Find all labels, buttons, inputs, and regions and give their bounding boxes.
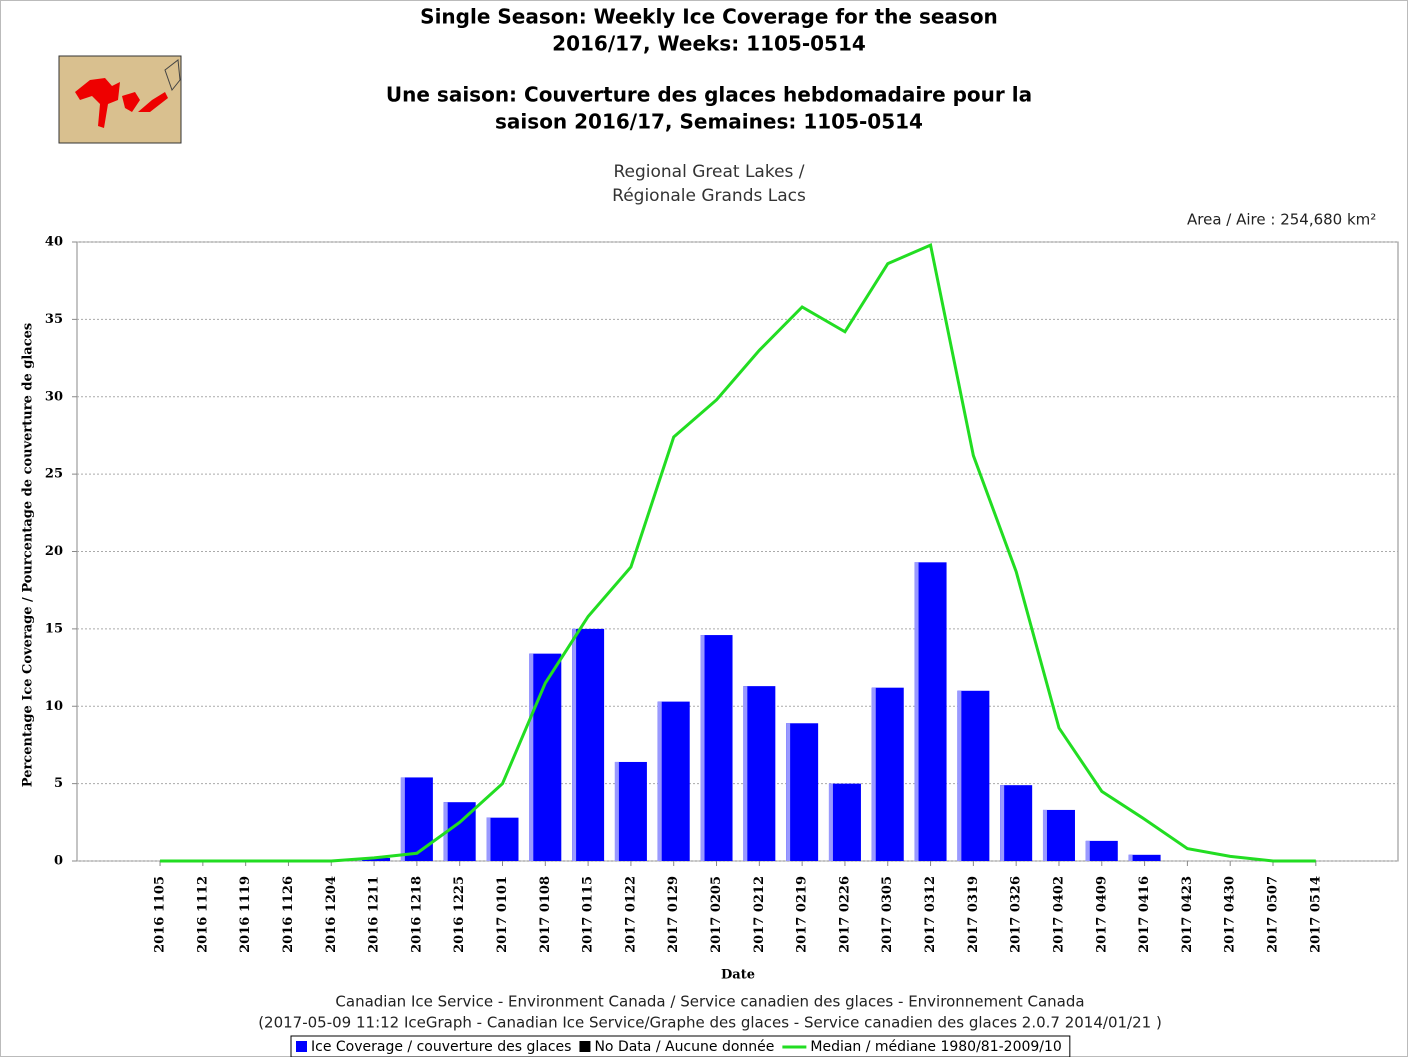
bar	[1085, 840, 1118, 861]
x-tick-label: 2017 0507	[1266, 876, 1281, 953]
x-tick-label: 2017 0305	[880, 876, 895, 953]
legend-box	[290, 1035, 1071, 1057]
x-tick-label: 2016 1126	[281, 876, 296, 953]
y-tick-label: 40	[45, 235, 63, 250]
bar	[914, 562, 947, 861]
chart-title: 2016/17, Weeks: 1105-0514	[552, 32, 866, 56]
x-tick-label: 2017 0430	[1223, 876, 1238, 953]
x-tick-label: 2017 0108	[538, 876, 553, 953]
bar	[614, 761, 647, 861]
bar-highlight	[1042, 809, 1047, 861]
x-tick-label: 2017 0319	[966, 876, 981, 953]
bar	[871, 687, 904, 861]
x-tick-label: 2017 0219	[795, 876, 810, 953]
y-tick-label: 35	[45, 312, 63, 327]
bar-highlight	[1128, 854, 1133, 861]
chart-title: Une saison: Couverture des glaces hebdom…	[386, 83, 1032, 107]
subtitle: Régionale Grands Lacs	[612, 186, 806, 206]
bar-highlight	[572, 628, 577, 861]
bar-highlight	[743, 686, 748, 861]
footer: (2017-05-09 11:12 IceGraph - Canadian Ic…	[258, 1014, 1162, 1032]
x-tick-label: 2017 0101	[495, 876, 510, 953]
bar	[486, 817, 519, 861]
x-axis-label: Date	[721, 968, 755, 983]
y-tick-label: 5	[54, 776, 63, 791]
y-tick-label: 25	[45, 467, 63, 482]
y-tick-label: 15	[45, 621, 63, 636]
x-tick-label: 2016 1211	[367, 876, 382, 953]
bar-highlight	[400, 777, 405, 861]
x-tick-label: 2017 0205	[709, 876, 724, 953]
x-tick-label: 2016 1112	[195, 876, 210, 953]
bar	[1000, 785, 1033, 861]
bar-highlight	[529, 653, 534, 861]
x-tick-label: 2017 0312	[923, 876, 938, 953]
bar	[743, 686, 776, 861]
footer: Canadian Ice Service - Environment Canad…	[335, 993, 1084, 1011]
x-tick-label: 2016 1225	[452, 876, 467, 953]
legend-label: No Data / Aucune donnée	[594, 1039, 774, 1055]
x-tick-label: 2017 0122	[623, 876, 638, 953]
bar	[700, 635, 733, 861]
bar	[828, 783, 861, 861]
chart-title: Single Season: Weekly Ice Coverage for t…	[420, 5, 998, 29]
legend-label: Ice Coverage / couverture des glaces	[311, 1039, 571, 1055]
x-tick-label: 2017 0423	[1180, 876, 1195, 953]
legend: Ice Coverage / couverture des glaces No D…	[290, 1035, 1071, 1057]
y-tick-label: 20	[45, 544, 63, 559]
bar	[358, 857, 391, 861]
x-tick-label: 2017 0409	[1094, 876, 1109, 953]
x-tick-label: 2016 1119	[238, 876, 253, 953]
bar-highlight	[828, 783, 833, 861]
bar-highlight	[486, 817, 491, 861]
bar	[1128, 854, 1161, 861]
legend-swatch	[579, 1041, 591, 1052]
bar-highlight	[957, 690, 962, 861]
bar-highlight	[1000, 785, 1005, 861]
x-tick-label: 2017 0326	[1009, 876, 1024, 953]
bar	[529, 653, 562, 861]
bar-highlight	[614, 761, 619, 861]
y-tick-label: 0	[54, 854, 63, 869]
chart-title: saison 2016/17, Semaines: 1105-0514	[495, 110, 923, 134]
bar-highlight	[786, 723, 791, 861]
x-tick-label: 2017 0129	[666, 876, 681, 953]
bar	[786, 723, 819, 861]
x-tick-label: 2016 1204	[324, 876, 339, 953]
bar	[572, 628, 605, 861]
bar-highlight	[914, 562, 919, 861]
logo	[58, 55, 182, 144]
line	[160, 242, 1316, 863]
bar-highlight	[700, 635, 705, 861]
bar-highlight	[1085, 840, 1090, 861]
x-tick-label: 2017 0212	[752, 876, 767, 953]
x-tick-label: 2016 1218	[409, 876, 424, 953]
x-tick-label: 2017 0402	[1051, 876, 1066, 953]
legend-label: Median / médiane 1980/81-2009/10	[810, 1039, 1061, 1055]
bar-highlight	[871, 687, 876, 861]
y-axis-label: Percentage Ice Coverage / Pourcentage de…	[21, 323, 36, 787]
bar	[400, 777, 433, 861]
x-tick-label: 2017 0514	[1308, 876, 1323, 953]
x-tick-label: 2017 0226	[837, 876, 852, 953]
bar	[1042, 809, 1075, 861]
subtitle: Regional Great Lakes /	[613, 162, 804, 182]
bar	[657, 701, 690, 861]
bar	[957, 690, 990, 861]
legend-swatch	[296, 1041, 307, 1052]
y-tick-label: 30	[45, 389, 63, 404]
x-tick-label: 2017 0115	[581, 876, 596, 953]
y-tick-label: 10	[45, 699, 63, 714]
area-label: Area / Aire : 254,680 km²	[1187, 211, 1376, 229]
bar-highlight	[657, 701, 662, 861]
x-tick-label: 2016 1105	[153, 876, 168, 953]
x-tick-label: 2017 0416	[1137, 876, 1152, 953]
